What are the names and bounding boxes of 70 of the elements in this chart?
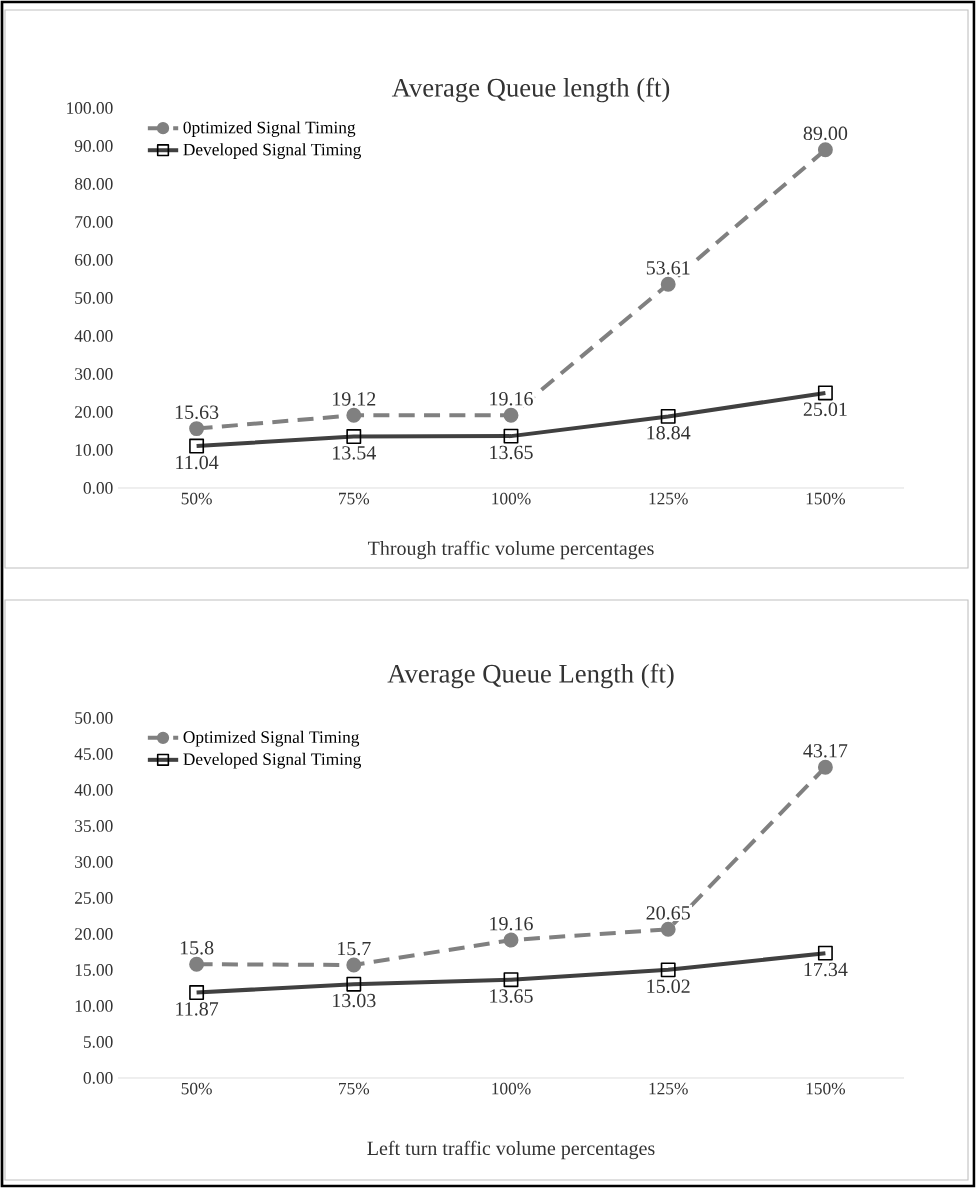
x-axis-title: Left turn traffic volume percentages bbox=[367, 1140, 655, 1160]
data-label: 20.65 bbox=[646, 906, 690, 920]
y-tick-label: 25.00 bbox=[75, 892, 113, 904]
data-label: 15.63 bbox=[175, 405, 219, 420]
y-tick-label: 60.00 bbox=[75, 254, 113, 266]
y-tick-label: 45.00 bbox=[74, 748, 113, 760]
data-label: 11.04 bbox=[176, 455, 219, 470]
x-tick-label: 100% bbox=[492, 1082, 531, 1095]
x-tick-label: 50% bbox=[181, 1082, 212, 1095]
point bbox=[503, 407, 519, 423]
legend-label: Optimized Signal Timing bbox=[183, 730, 360, 747]
y-tick-label: 40.00 bbox=[74, 784, 113, 796]
legend-label: Developed Signal Timing bbox=[183, 143, 362, 159]
data-label: 17.34 bbox=[804, 962, 848, 977]
data-label: 13.65 bbox=[490, 989, 533, 1003]
y-tick-label: 30.00 bbox=[75, 368, 113, 380]
point bbox=[817, 759, 833, 775]
y-tick-label: 100.00 bbox=[67, 102, 113, 114]
y-tick-label: 15.00 bbox=[75, 964, 113, 976]
data-label: 19.16 bbox=[490, 916, 533, 931]
data-label: 18.84 bbox=[647, 426, 691, 440]
data-label: 19.16 bbox=[490, 392, 533, 406]
x-tick-label: 50% bbox=[181, 492, 212, 505]
y-tick-label: 30.00 bbox=[75, 856, 113, 868]
y-tick-label: 20.00 bbox=[75, 406, 113, 418]
y-tick-label: 50.00 bbox=[75, 292, 113, 304]
point bbox=[817, 142, 833, 158]
x-tick-label: 150% bbox=[806, 1082, 846, 1095]
data-label: 19.12 bbox=[333, 392, 376, 406]
y-tick-label: 70.00 bbox=[75, 216, 113, 228]
data-label: 15.02 bbox=[647, 979, 690, 994]
y-tick-label: 0.00 bbox=[83, 482, 113, 494]
point bbox=[346, 957, 362, 973]
data-label: 13.54 bbox=[333, 446, 376, 460]
x-axis-title: Through traffic volume percentages bbox=[367, 540, 654, 560]
x-tick-label: 125% bbox=[649, 492, 688, 505]
data-label: 13.03 bbox=[333, 993, 376, 1008]
x-tick-label: 150% bbox=[806, 492, 846, 505]
y-tick-label: 0.00 bbox=[83, 1072, 113, 1084]
y-tick-label: 20.00 bbox=[75, 928, 113, 940]
legend-label: Developed Signal Timing bbox=[183, 752, 362, 769]
point bbox=[503, 932, 519, 948]
point bbox=[189, 421, 205, 437]
point bbox=[660, 276, 676, 292]
y-tick-label: 40.00 bbox=[74, 330, 113, 342]
y-tick-label: 90.00 bbox=[74, 140, 113, 152]
data-label: 15.7 bbox=[338, 941, 371, 956]
point bbox=[660, 921, 676, 937]
legend-label: 0ptimized Signal Timing bbox=[183, 121, 356, 137]
point bbox=[346, 407, 362, 423]
data-label: 53.61 bbox=[646, 261, 690, 275]
x-tick-label: 75% bbox=[339, 1082, 370, 1095]
data-label: 15.8 bbox=[180, 941, 214, 955]
data-label: 25.01 bbox=[803, 402, 847, 417]
y-tick-label: 10.00 bbox=[75, 444, 113, 456]
x-tick-label: 125% bbox=[649, 1082, 688, 1095]
x-tick-label: 100% bbox=[492, 492, 531, 505]
x-tick-label: 75% bbox=[339, 492, 370, 505]
y-tick-label: 35.00 bbox=[75, 820, 113, 832]
y-tick-label: 50.00 bbox=[75, 712, 113, 724]
y-tick-label: 10.00 bbox=[75, 1000, 113, 1012]
y-tick-label: 5.00 bbox=[83, 1036, 113, 1048]
y-tick-label: 80.00 bbox=[74, 178, 113, 190]
data-label: 43.17 bbox=[803, 744, 848, 758]
data-label: 89.00 bbox=[803, 126, 848, 141]
chart-title: Average Queue length (ft) bbox=[391, 77, 670, 103]
point bbox=[189, 956, 205, 972]
data-label: 13.65 bbox=[490, 445, 533, 460]
chart-title: Average Queue Length (ft) bbox=[387, 663, 674, 689]
data-label: 11.87 bbox=[176, 1002, 219, 1016]
